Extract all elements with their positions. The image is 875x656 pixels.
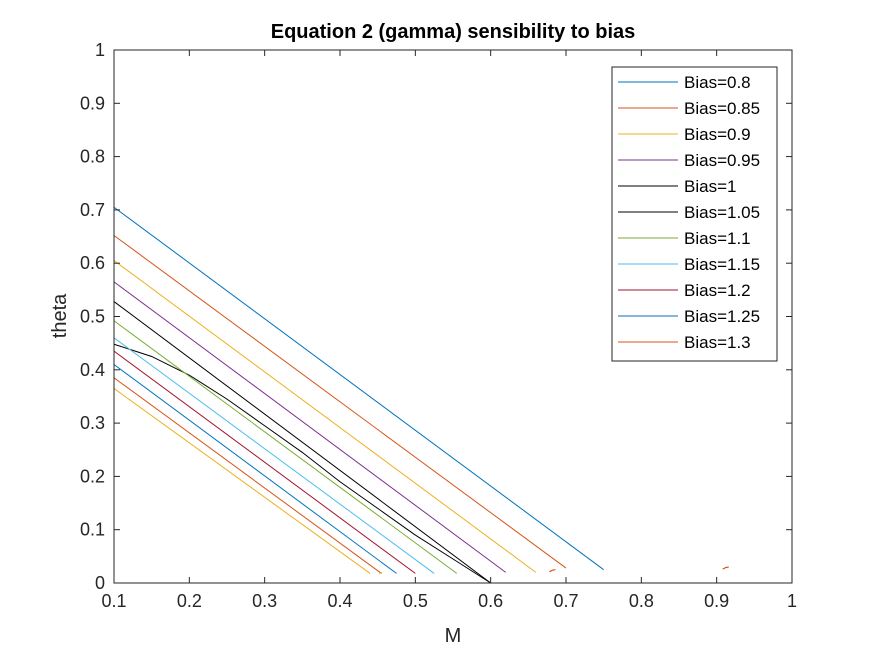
y-tick-label: 0.6 [80, 253, 105, 273]
series-line-3 [113, 260, 537, 573]
legend-label: Bias=1.15 [684, 255, 760, 274]
legend-label: Bias=0.9 [684, 125, 751, 144]
legend-label: Bias=1.05 [684, 203, 760, 222]
y-tick-label: 0.8 [80, 147, 105, 167]
series-line-10 [113, 364, 397, 574]
series-line-11 [113, 377, 382, 574]
series-line-5 [113, 301, 491, 584]
legend-box [611, 66, 778, 362]
x-tick-label: 0.5 [403, 591, 428, 611]
x-tick-label: 1 [787, 591, 797, 611]
y-tick-label: 0.5 [80, 307, 105, 327]
x-tick-label: 0.4 [327, 591, 352, 611]
x-tick-label: 0.1 [101, 591, 126, 611]
curve-fragment-1 [549, 569, 556, 573]
legend-label: Bias=1.2 [684, 281, 751, 300]
x-tick-label: 0.2 [177, 591, 202, 611]
x-axis-label: M [445, 625, 462, 647]
x-tick-label: 0.9 [704, 591, 729, 611]
series-line-4 [113, 281, 507, 573]
x-tick-label: 0.7 [553, 591, 578, 611]
series-line-12 [113, 388, 371, 574]
y-tick-label: 0 [95, 573, 105, 593]
curve-fragment-3 [378, 571, 383, 574]
y-tick-label: 0.9 [80, 93, 105, 113]
y-axis-label: theta [49, 293, 71, 338]
x-axis: 0.1 0.2 0.3 0.4 0.5 0.6 0.7 0.8 0.9 1 [101, 50, 797, 611]
legend-label: Bias=0.8 [684, 73, 751, 92]
legend-label: Bias=0.85 [684, 99, 760, 118]
y-tick-label: 0.2 [80, 466, 105, 486]
y-tick-label: 1 [95, 40, 105, 60]
series-line-7 [113, 320, 458, 574]
series-line-6 [113, 343, 491, 584]
y-axis: 0 0.1 0.2 0.3 0.4 0.5 0.6 0.7 0.8 0.9 1 [80, 40, 792, 593]
series-line-9 [113, 350, 416, 574]
x-tick-label: 0.3 [252, 591, 277, 611]
series-line-2 [113, 235, 567, 569]
curve-fragment-2 [722, 566, 729, 570]
chart-title: Equation 2 (gamma) sensibility to bias [271, 21, 636, 43]
legend-label: Bias=1.3 [684, 333, 751, 352]
series-line-8 [113, 337, 435, 574]
legend-label: Bias=1.25 [684, 307, 760, 326]
legend-label: Bias=0.95 [684, 151, 760, 170]
y-tick-label: 0.1 [80, 520, 105, 540]
series-line-1 [113, 206, 604, 571]
x-tick-label: 0.8 [629, 591, 654, 611]
legend-label: Bias=1.1 [684, 229, 751, 248]
legend-label: Bias=1 [684, 177, 736, 196]
y-tick-label: 0.3 [80, 413, 105, 433]
x-tick-label: 0.6 [478, 591, 503, 611]
y-tick-label: 0.4 [80, 360, 105, 380]
legend: Bias=0.8 Bias=0.85 Bias=0.9 Bias=0.95 Bias=1… [611, 66, 778, 362]
y-tick-label: 0.7 [80, 200, 105, 220]
series-layer [113, 206, 729, 584]
